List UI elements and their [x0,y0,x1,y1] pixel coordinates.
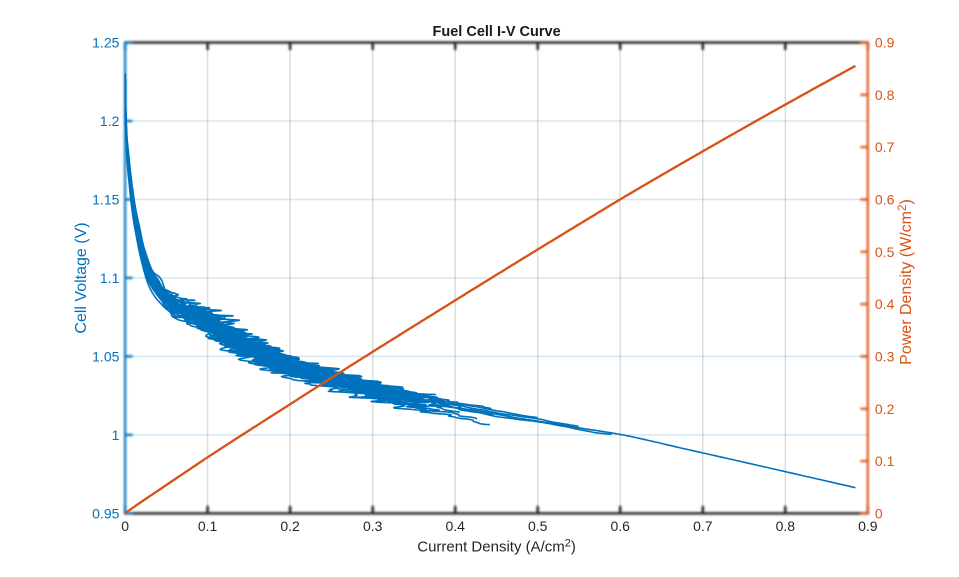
svg-text:0.9: 0.9 [875,35,895,51]
svg-text:Cell Voltage (V): Cell Voltage (V) [73,222,90,333]
svg-text:1: 1 [112,427,120,443]
svg-text:Power Density (W/cm2): Power Density (W/cm2) [896,199,915,365]
svg-text:0.2: 0.2 [280,518,300,534]
svg-text:0.6: 0.6 [610,518,630,534]
svg-text:0.8: 0.8 [875,87,895,103]
svg-text:0: 0 [121,518,129,534]
svg-text:1.15: 1.15 [92,192,119,208]
svg-text:0.1: 0.1 [875,453,895,469]
svg-text:0.9: 0.9 [858,518,878,534]
svg-text:0.4: 0.4 [445,518,465,534]
svg-text:0.7: 0.7 [693,518,713,534]
svg-text:0.6: 0.6 [875,192,895,208]
svg-text:Current Density (A/cm2): Current Density (A/cm2) [417,538,576,556]
svg-text:0.5: 0.5 [875,244,895,260]
svg-text:0.5: 0.5 [528,518,548,534]
svg-text:1.25: 1.25 [92,35,119,51]
svg-text:0.2: 0.2 [875,401,895,417]
svg-text:0.3: 0.3 [875,348,895,364]
svg-text:1.05: 1.05 [92,348,119,364]
svg-text:0: 0 [875,505,883,521]
svg-text:0.1: 0.1 [198,518,218,534]
svg-text:0.3: 0.3 [363,518,383,534]
svg-text:0.7: 0.7 [875,139,895,155]
svg-text:1.1: 1.1 [100,270,120,286]
svg-text:Fuel Cell I-V Curve: Fuel Cell I-V Curve [433,24,561,40]
svg-text:0.8: 0.8 [776,518,796,534]
svg-text:0.4: 0.4 [875,296,895,312]
svg-text:0.95: 0.95 [92,505,119,521]
svg-text:1.2: 1.2 [100,113,120,129]
